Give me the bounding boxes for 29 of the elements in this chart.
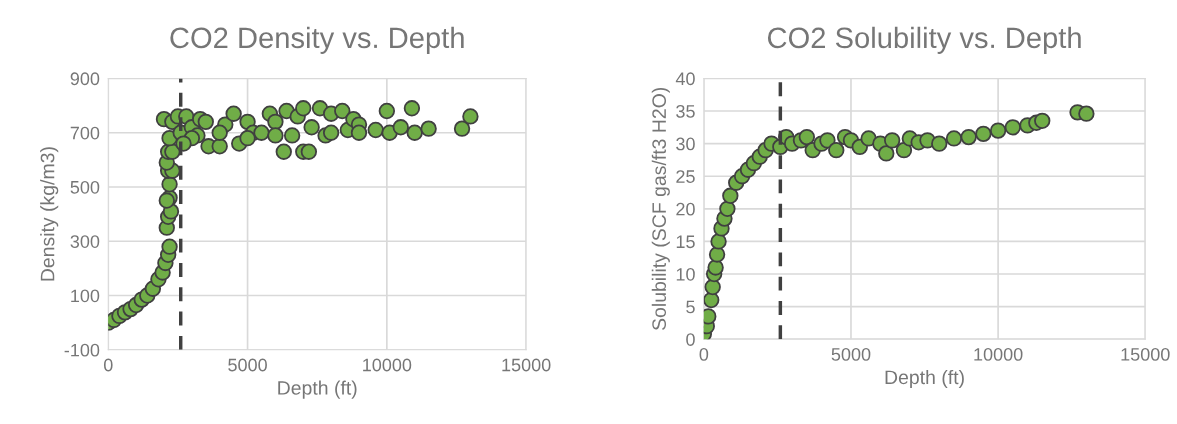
- y-tick-label: 5: [686, 300, 695, 314]
- y-tick-label: 25: [676, 170, 695, 183]
- y-tick-label: 900: [70, 72, 100, 86]
- chart-title: CO2 Density vs. Depth: [170, 26, 464, 54]
- x-tick-label: 0: [699, 348, 709, 361]
- y-tick-label: 0: [686, 333, 695, 346]
- y-tick-label: 35: [676, 104, 695, 118]
- y-tick-label: -100: [64, 343, 100, 357]
- y-tick-label: 100: [71, 289, 100, 303]
- x-tick-label: 0: [103, 358, 113, 372]
- x-tick-label: 10000: [363, 358, 412, 372]
- x-tick-label: 10000: [974, 348, 1023, 361]
- x-axis-title: Depth (ft): [278, 380, 357, 399]
- y-tick-label: 40: [675, 72, 695, 86]
- x-axis-title: Depth (ft): [885, 369, 964, 389]
- y-axis-title: Density (kg/m3): [40, 147, 59, 281]
- x-tick-label: 5000: [831, 348, 871, 361]
- chart-title: CO2 Solubility vs. Depth: [767, 26, 1081, 54]
- y-tick-label: 500: [70, 180, 100, 194]
- y-tick-label: 10: [676, 267, 695, 281]
- y-tick-label: 300: [70, 235, 100, 248]
- y-tick-label: 15: [676, 235, 695, 249]
- y-tick-label: 20: [676, 202, 695, 216]
- y-axis-title: Solubility (SCF gas/ft3 H2O): [651, 87, 670, 331]
- x-tick-label: 5000: [228, 358, 267, 372]
- y-tick-label: 700: [70, 126, 100, 140]
- x-tick-label: 15000: [1121, 348, 1170, 361]
- y-tick-label: 30: [676, 137, 695, 151]
- x-tick-label: 15000: [502, 358, 551, 372]
